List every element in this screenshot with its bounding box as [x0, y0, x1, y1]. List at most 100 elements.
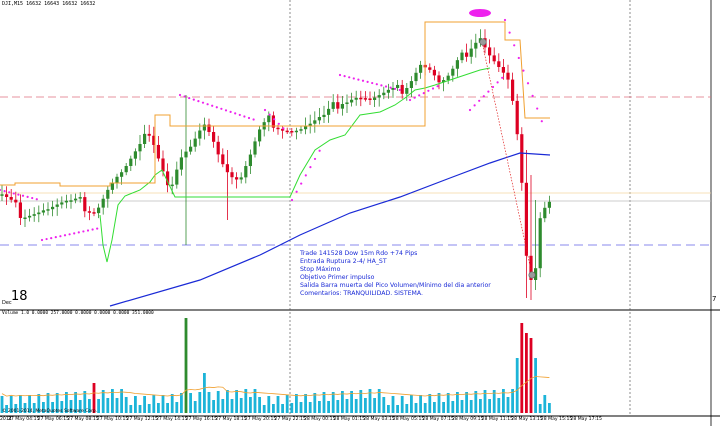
candle-body [83, 197, 87, 212]
candle-body [308, 123, 312, 127]
volume-bar [295, 394, 298, 413]
volume-bar [364, 398, 367, 413]
volume-bar [318, 401, 321, 413]
candle-body [41, 210, 45, 213]
psar-dot [526, 82, 530, 85]
candle-body [161, 158, 165, 172]
volume-bar [244, 389, 248, 413]
volume-bar [55, 393, 59, 413]
right-edge-label: 7 [712, 295, 717, 303]
psar-dot [313, 157, 317, 161]
psar-dot [82, 230, 85, 233]
psar-dot [35, 198, 38, 201]
candle-body [271, 115, 275, 128]
candle-body [340, 104, 344, 109]
volume-bar [226, 390, 229, 413]
psar-dot [243, 115, 246, 118]
candle-body [359, 97, 363, 100]
psar-dot [380, 84, 383, 87]
candle-body [488, 47, 492, 56]
time-axis-label: 28 May 09:15 [452, 417, 484, 422]
volume-bar [5, 405, 8, 413]
volume-bar [74, 392, 77, 413]
psar-dot [282, 127, 285, 130]
volume-bar [180, 393, 183, 413]
volume-bar [405, 404, 409, 413]
volume-bar [515, 358, 519, 413]
candle-body [350, 99, 354, 103]
candle-body [400, 84, 404, 94]
candle-body [409, 81, 413, 88]
psar-dot [91, 228, 94, 231]
volume-bar [262, 405, 266, 413]
time-axis-label: 27 May 10:15 [96, 417, 129, 422]
volume-bar [469, 400, 473, 413]
volume-bar [161, 395, 165, 413]
candle-body [184, 151, 188, 158]
volume-bar [313, 393, 317, 413]
volume-bar [198, 392, 202, 413]
candle-body [382, 92, 386, 96]
candle-body [28, 215, 32, 218]
candle-body [405, 88, 409, 94]
psar-dot [384, 85, 388, 88]
volume-bar [538, 404, 542, 413]
volume-bar [419, 395, 422, 413]
psar-dot [468, 108, 472, 112]
candle-body [492, 55, 496, 62]
time-axis-label: 28 May 13:15 [511, 417, 543, 422]
psar-dot [375, 83, 378, 86]
candle-body [437, 75, 441, 83]
psar-dot [277, 122, 280, 125]
psar-dot [427, 89, 430, 92]
psar-dot [357, 78, 360, 81]
volume-bar [157, 403, 160, 413]
trade-annotation: Trade 141528 Dow 15m Rdo +74 Pips Entrad… [300, 250, 491, 299]
volume-bar [382, 397, 386, 413]
volume-bar [506, 397, 510, 413]
supertrend-line [99, 67, 491, 263]
candle-body [285, 130, 289, 133]
psar-dot [50, 236, 53, 240]
candle-body [212, 132, 216, 142]
volume-bar [212, 400, 215, 413]
candle-body [432, 69, 436, 76]
volume-bar [129, 405, 133, 413]
psar-dot [540, 120, 543, 123]
volume-bar [124, 397, 128, 413]
candle-body [46, 209, 50, 211]
volume-bar [437, 393, 441, 413]
volume-bar [423, 403, 427, 413]
volume-bar [322, 392, 326, 413]
candle-body [313, 120, 317, 124]
candle-body [377, 95, 381, 98]
volume-bar [189, 393, 192, 413]
candle-body [51, 206, 55, 210]
annotation-line: Objetivo Primer impulso [300, 274, 375, 282]
candle-body [101, 198, 105, 208]
psar-dot [309, 166, 312, 169]
psar-dot [478, 99, 481, 102]
candle-body [138, 144, 142, 152]
candle-body [97, 207, 101, 214]
psar-dot [352, 77, 355, 80]
candle-body [64, 200, 68, 203]
time-axis-label: 28 May 11:15 [481, 417, 514, 422]
psar-dot [491, 85, 495, 89]
volume-bar [368, 389, 372, 413]
candle-body [524, 182, 528, 256]
candle-body [170, 184, 174, 187]
psar-dot [86, 229, 90, 232]
psar-dot [394, 87, 397, 90]
volume-bar [193, 401, 197, 413]
psar-dot [517, 56, 520, 60]
trade-exit-marker [528, 271, 536, 279]
time-axis-label: 28 May 00:15 [304, 417, 336, 422]
volume-bar [474, 391, 478, 413]
candle-body [327, 108, 331, 115]
candle-body [442, 80, 446, 83]
candle-body [538, 218, 542, 269]
psar-dot [211, 104, 214, 107]
volume-bar [285, 395, 289, 413]
